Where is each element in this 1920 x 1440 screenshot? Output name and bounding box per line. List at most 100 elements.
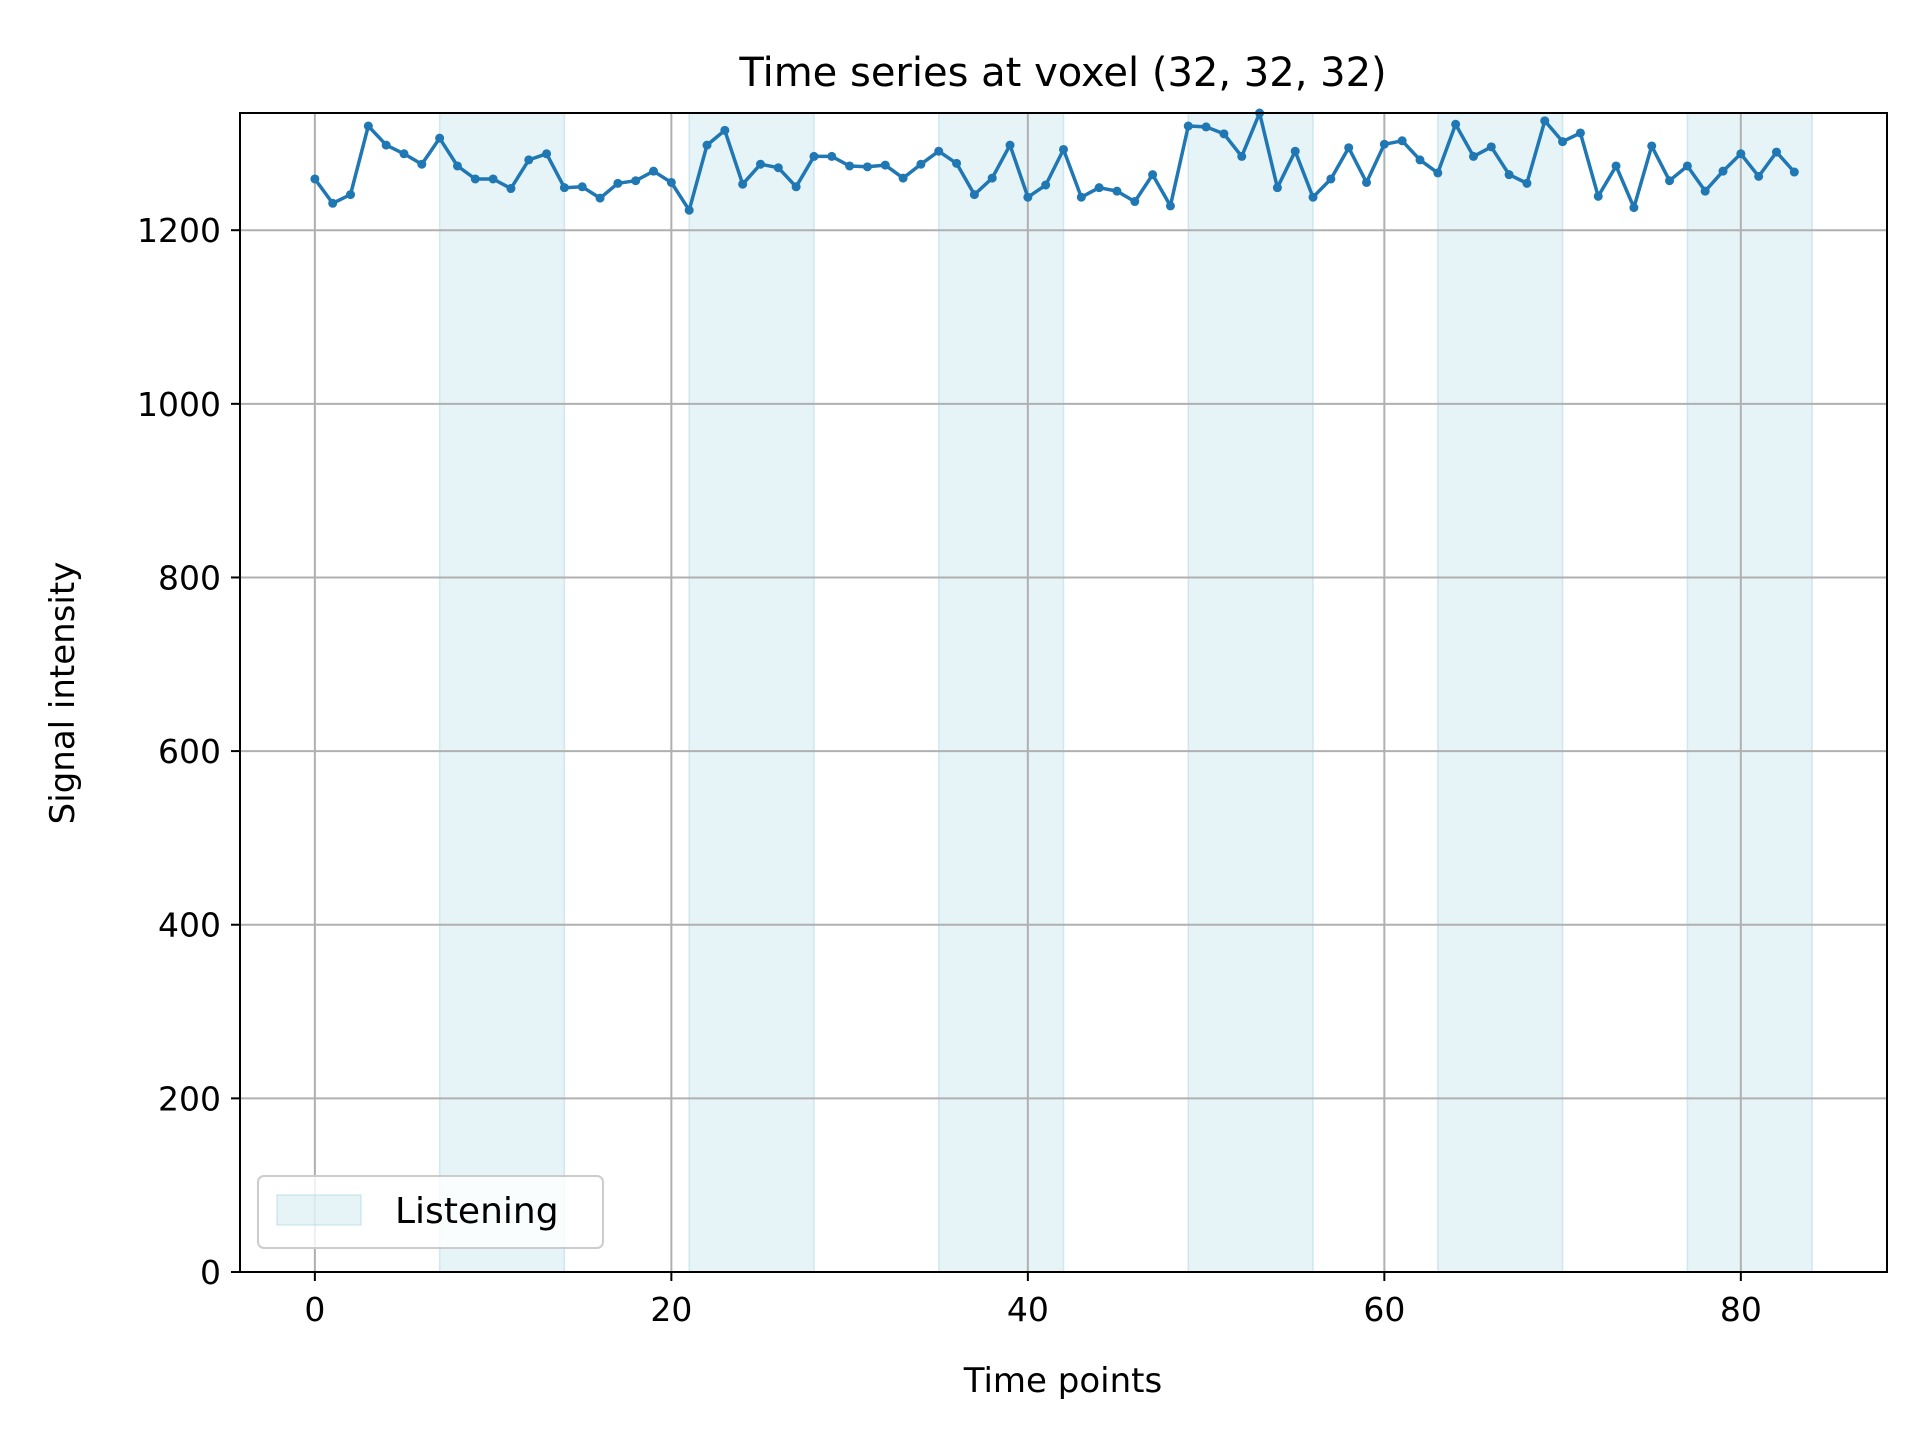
legend-label-listening: Listening	[395, 1191, 559, 1232]
data-point	[1219, 129, 1229, 139]
data-point	[381, 140, 391, 150]
data-point	[934, 146, 944, 156]
data-point	[1362, 177, 1372, 187]
data-point	[1326, 174, 1336, 184]
data-point	[1272, 183, 1282, 193]
data-point	[1041, 180, 1051, 190]
data-point	[1201, 122, 1211, 132]
data-point	[559, 183, 569, 193]
data-point	[666, 177, 676, 187]
data-point	[880, 160, 890, 170]
data-point	[1112, 186, 1122, 196]
data-point	[524, 155, 534, 165]
data-point	[1771, 147, 1781, 157]
data-point	[1308, 192, 1318, 202]
data-point	[1754, 171, 1764, 181]
data-point	[399, 149, 409, 159]
data-point	[1290, 146, 1300, 156]
data-point	[1486, 142, 1496, 152]
data-point	[1736, 149, 1746, 159]
data-point	[720, 125, 730, 135]
data-point	[488, 174, 498, 184]
data-point	[1540, 116, 1550, 126]
chart-title: Time series at voxel (32, 32, 32)	[738, 50, 1386, 96]
y-axis-ticks: 0 200 400 600 800 1000 1200	[137, 211, 240, 1292]
listening-band-6	[1686, 112, 1813, 1273]
data-point	[1165, 201, 1175, 211]
x-tick-label: 60	[1363, 1290, 1405, 1329]
x-tick-label: 40	[1007, 1290, 1049, 1329]
x-tick-label: 0	[304, 1290, 325, 1329]
listening-band-2	[688, 112, 815, 1273]
data-point	[470, 174, 480, 184]
listening-band-5	[1437, 112, 1564, 1273]
legend-swatch-listening	[276, 1194, 362, 1226]
data-point	[506, 184, 516, 194]
data-point	[1629, 203, 1639, 213]
data-point	[1700, 186, 1710, 196]
x-axis-label: Time points	[963, 1361, 1162, 1401]
y-tick-label: 0	[200, 1253, 221, 1292]
data-point	[1397, 136, 1407, 146]
data-point	[346, 190, 356, 200]
data-point	[1451, 119, 1461, 129]
data-point	[969, 190, 979, 200]
data-point	[1005, 140, 1015, 150]
data-point	[773, 163, 783, 173]
data-point	[1522, 178, 1532, 188]
data-point	[417, 159, 427, 169]
data-point	[1094, 183, 1104, 193]
data-point	[1575, 128, 1585, 138]
data-point	[916, 159, 926, 169]
y-tick-label: 200	[158, 1079, 221, 1118]
data-point	[1504, 170, 1514, 180]
y-axis-label: Signal intensity	[43, 562, 83, 825]
data-point	[542, 149, 552, 159]
legend: Listening	[257, 1175, 604, 1249]
data-point	[987, 173, 997, 183]
data-point	[363, 121, 373, 131]
data-point	[1183, 121, 1193, 131]
data-point	[1237, 151, 1247, 161]
data-point	[1593, 191, 1603, 201]
data-point	[862, 162, 872, 172]
series-layer	[310, 108, 1799, 215]
x-tick-label: 20	[650, 1290, 692, 1329]
data-point	[1611, 161, 1621, 171]
data-point	[1433, 168, 1443, 178]
data-point	[827, 151, 837, 161]
data-point	[1789, 167, 1799, 177]
x-tick-label: 80	[1720, 1290, 1762, 1329]
data-point	[649, 166, 659, 176]
data-point	[1647, 141, 1657, 151]
data-point	[809, 151, 819, 161]
plot-frame	[239, 112, 1888, 1273]
data-point	[1468, 151, 1478, 161]
data-point	[631, 176, 641, 186]
listening-band-3	[937, 112, 1065, 1273]
data-point	[1558, 137, 1568, 147]
data-point	[684, 205, 694, 215]
data-point	[577, 182, 587, 192]
x-axis-ticks: 0 20 40 60 80	[304, 1272, 1762, 1329]
data-point	[1379, 139, 1389, 149]
y-tick-label: 400	[158, 906, 221, 945]
data-point	[1682, 161, 1692, 171]
data-point	[755, 159, 765, 169]
legend-frame	[257, 1175, 604, 1249]
data-point	[1076, 192, 1086, 202]
data-point	[845, 161, 855, 171]
data-point	[738, 179, 748, 189]
data-point	[1718, 166, 1728, 176]
data-point	[898, 173, 908, 183]
data-point	[310, 174, 320, 184]
data-point	[1665, 176, 1675, 186]
data-point	[952, 158, 962, 168]
data-point	[435, 133, 445, 143]
series-line-1	[313, 111, 1796, 212]
data-point	[595, 193, 605, 203]
data-point	[1130, 197, 1140, 207]
data-point	[1415, 155, 1425, 165]
y-tick-label: 800	[158, 558, 221, 597]
